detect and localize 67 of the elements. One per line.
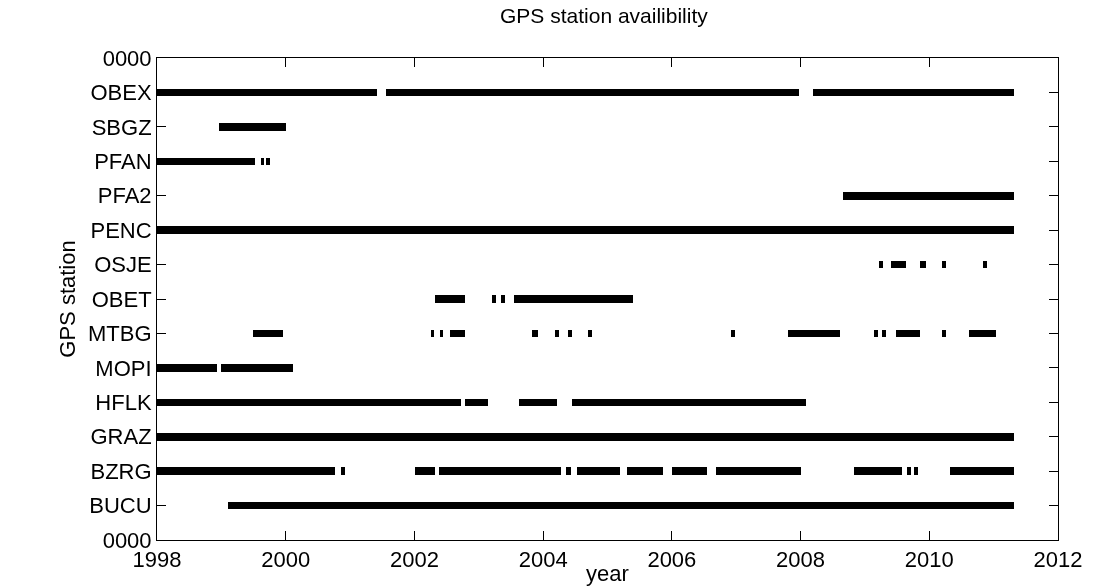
bar <box>465 398 489 407</box>
bar <box>341 467 345 475</box>
bar <box>572 398 807 407</box>
bar <box>252 329 284 338</box>
bar <box>942 260 947 269</box>
bar <box>968 329 996 338</box>
y-tick-label: PENC <box>90 217 152 243</box>
bar <box>218 123 286 131</box>
x-axis-title: year <box>586 561 629 586</box>
bar <box>415 467 436 475</box>
bar <box>227 501 1014 510</box>
bar <box>626 467 663 475</box>
x-tick-label: 2002 <box>389 547 439 573</box>
bar <box>450 329 466 338</box>
bar <box>914 467 919 475</box>
y-tick-label: PFA2 <box>97 183 152 209</box>
bar <box>895 329 920 338</box>
bar <box>942 329 947 338</box>
bar <box>949 467 1014 475</box>
y-tick-label: BZRG <box>90 458 152 484</box>
bar <box>853 467 902 475</box>
bar <box>787 329 840 338</box>
bar <box>438 467 561 475</box>
bar <box>588 329 593 338</box>
chart-title: GPS station availibility <box>500 4 709 28</box>
x-tick-label: 2004 <box>518 547 568 573</box>
bar <box>221 364 293 372</box>
bar <box>879 260 883 269</box>
bar <box>882 329 887 338</box>
bar <box>891 260 907 269</box>
y-tick-label: SBGZ <box>91 114 152 140</box>
bar <box>518 398 558 407</box>
bar <box>501 295 506 303</box>
y-tick-label: HFLK <box>95 389 152 415</box>
y-tick-label: OBEX <box>90 80 152 106</box>
bar <box>813 88 1014 97</box>
bar <box>907 467 912 475</box>
x-tick-label: 2010 <box>904 547 954 573</box>
bar <box>532 329 538 338</box>
y-tick-label: 0000 <box>102 45 152 71</box>
y-tick-label: OBET <box>91 286 152 312</box>
bar <box>513 295 633 303</box>
y-tick-label: MTBG <box>88 321 152 347</box>
bar <box>386 88 800 97</box>
y-axis-title: GPS station <box>54 240 80 358</box>
y-tick-label: GRAZ <box>90 424 152 450</box>
bar <box>873 329 878 338</box>
bar <box>983 260 988 269</box>
bar <box>731 329 735 338</box>
y-tick-label: OSJE <box>94 252 152 278</box>
bar <box>576 467 621 475</box>
bar <box>555 329 560 338</box>
bar <box>266 157 271 166</box>
bar <box>565 467 572 475</box>
bar <box>568 329 573 338</box>
bar <box>671 467 707 475</box>
bar <box>715 467 802 475</box>
x-tick-label: 2008 <box>776 547 826 573</box>
y-tick-label: BUCU <box>89 493 152 519</box>
bar <box>435 295 466 303</box>
bar <box>491 295 496 303</box>
x-tick-label: 2006 <box>647 547 697 573</box>
x-tick-label: 2012 <box>1033 547 1083 573</box>
bar <box>843 191 1014 200</box>
y-tick-label: MOPI <box>95 355 152 381</box>
y-tick-label: PFAN <box>94 148 152 174</box>
x-tick-label: 2000 <box>261 547 311 573</box>
